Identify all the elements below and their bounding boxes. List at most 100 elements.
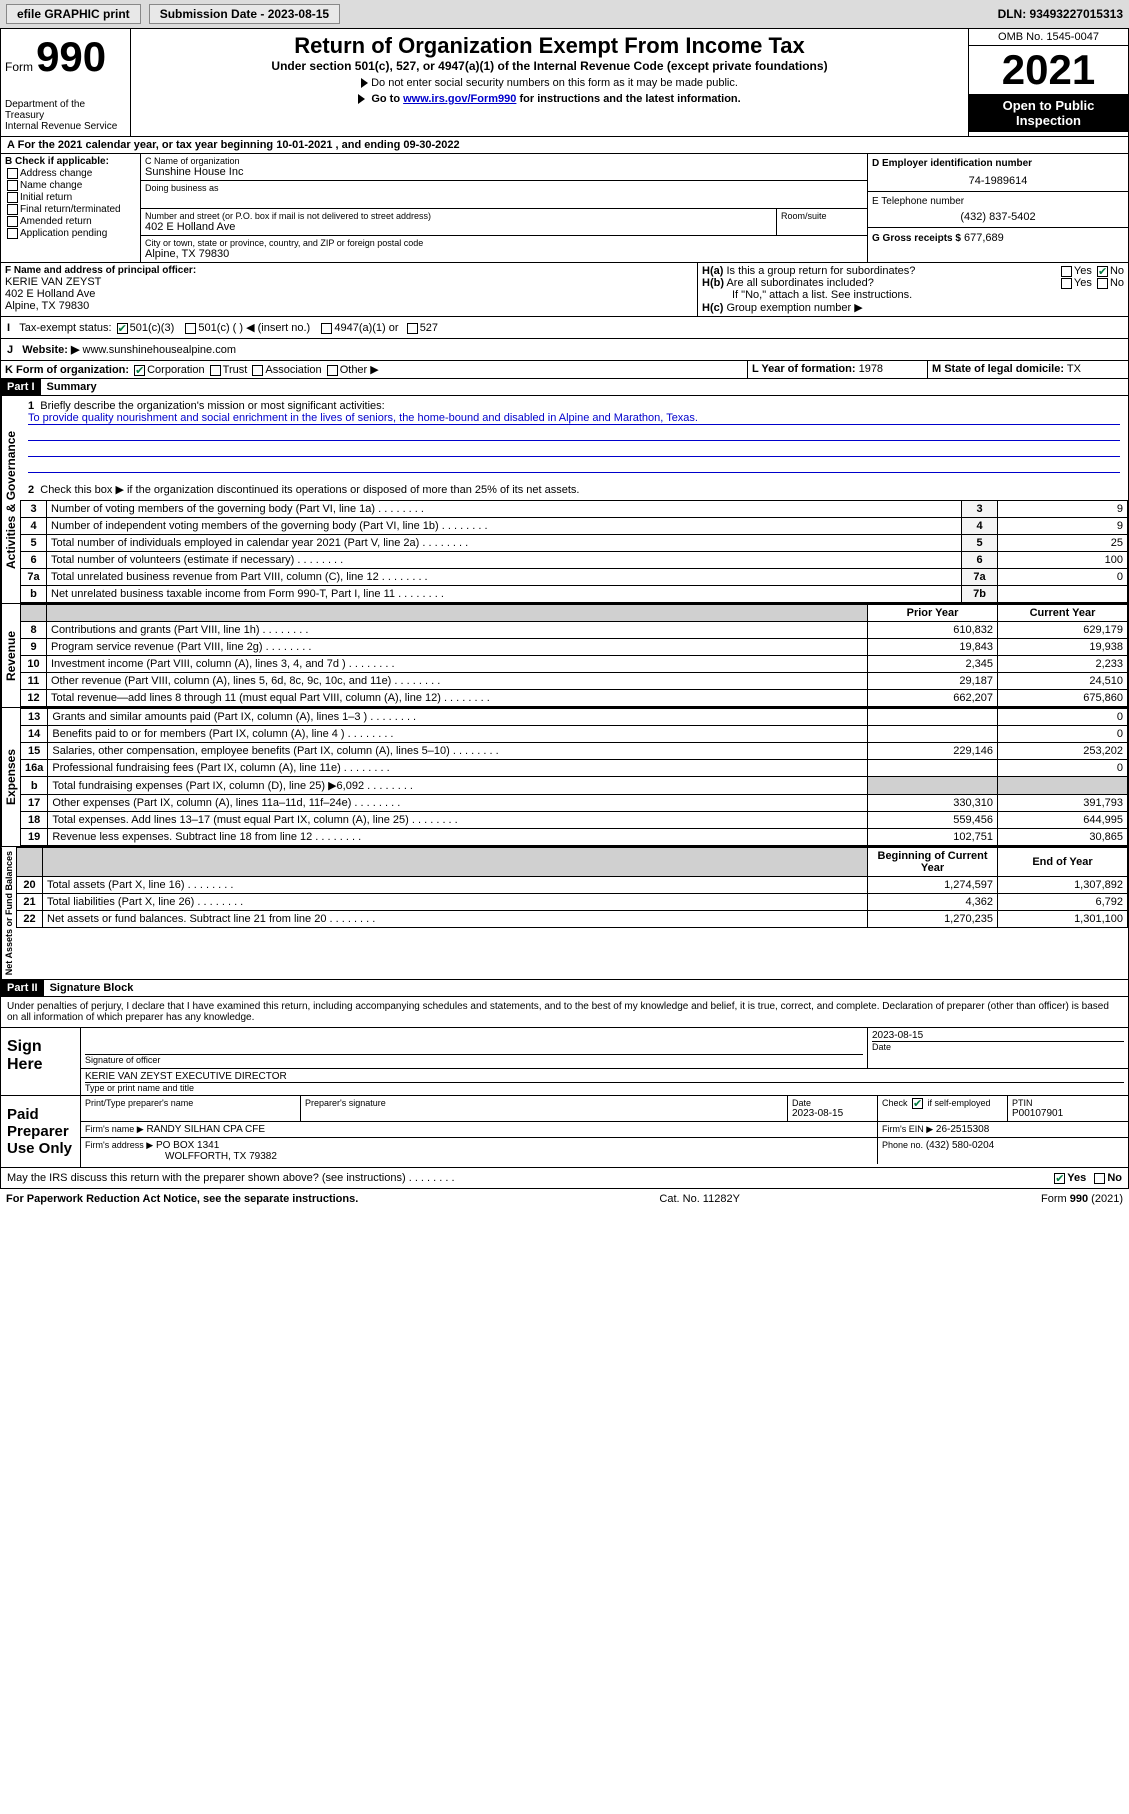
col-curr: Current Year — [998, 605, 1128, 622]
form-word: Form — [5, 60, 33, 74]
gross-receipts: 677,689 — [964, 232, 1004, 244]
box-g-label: G Gross receipts $ — [872, 233, 961, 244]
efile-button[interactable]: efile GRAPHIC print — [6, 4, 141, 24]
part1-title: Summary — [41, 379, 103, 395]
ptin-value: P00107901 — [1012, 1108, 1124, 1119]
sub3-post: for instructions and the latest informat… — [519, 93, 740, 105]
state-domicile: TX — [1067, 363, 1081, 375]
prep-date-label: Date — [792, 1098, 873, 1108]
col-end: End of Year — [998, 848, 1128, 877]
officer-city: Alpine, TX 79830 — [5, 300, 693, 312]
form-sub1: Under section 501(c), 527, or 4947(a)(1)… — [135, 59, 964, 73]
chk-4947[interactable] — [321, 323, 332, 334]
chk-trust[interactable] — [210, 365, 221, 376]
ha-no: No — [1110, 265, 1124, 277]
h-c-text: Group exemption number ▶ — [726, 302, 862, 314]
may-irs-text: May the IRS discuss this return with the… — [7, 1172, 406, 1184]
chk-hb-yes[interactable] — [1061, 278, 1072, 289]
chk-ha-no[interactable] — [1097, 266, 1108, 277]
opt-other: Other ▶ — [340, 364, 379, 376]
opt-assoc: Association — [265, 364, 321, 376]
chk-ha-yes[interactable] — [1061, 266, 1072, 277]
dept-label: Department of the Treasury — [5, 99, 126, 121]
discuss-no: No — [1107, 1172, 1122, 1184]
chk-amended-return[interactable] — [7, 216, 18, 227]
firm-phone: (432) 580-0204 — [926, 1140, 994, 1151]
chk-assoc[interactable] — [252, 365, 263, 376]
firm-ein: 26-2515308 — [936, 1124, 989, 1135]
line2-label: Check this box ▶ if the organization dis… — [40, 484, 579, 496]
sig-date-label: Date — [872, 1041, 1124, 1052]
irs-label: Internal Revenue Service — [5, 121, 126, 132]
firm-ein-label: Firm's EIN ▶ — [882, 1124, 933, 1134]
box-c-room-label: Room/suite — [781, 211, 863, 221]
tax-year: 2021 — [969, 46, 1128, 94]
side-label-net: Net Assets or Fund Balances — [1, 847, 16, 979]
box-b-label: B Check if applicable: — [5, 156, 136, 167]
prep-sig-label: Preparer's signature — [305, 1098, 783, 1108]
net-assets-table: Beginning of Current YearEnd of Year 20T… — [16, 847, 1128, 928]
h-b-text: Are all subordinates included? — [726, 277, 873, 289]
firm-addr-label: Firm's address ▶ — [85, 1140, 153, 1150]
chk-527[interactable] — [407, 323, 418, 334]
org-address: 402 E Holland Ave — [145, 221, 772, 233]
line-a-label: A — [7, 139, 18, 151]
chk-self-employed[interactable] — [912, 1098, 923, 1109]
chk-discuss-no[interactable] — [1094, 1173, 1105, 1184]
col-beg: Beginning of Current Year — [868, 848, 998, 877]
hb-no: No — [1110, 277, 1124, 289]
side-label-expenses: Expenses — [1, 708, 20, 846]
website-value: www.sunshinehousealpine.com — [83, 344, 236, 356]
opt-name-change: Name change — [20, 180, 82, 191]
line-k-label: K Form of organization: — [5, 364, 129, 376]
chk-501c[interactable] — [185, 323, 196, 334]
firm-name-label: Firm's name ▶ — [85, 1124, 144, 1134]
opt-initial-return: Initial return — [20, 192, 72, 203]
hb-yes: Yes — [1074, 277, 1092, 289]
sig-date-value: 2023-08-15 — [872, 1030, 1124, 1041]
footer-mid: Cat. No. 11282Y — [659, 1193, 740, 1205]
chk-501c3[interactable] — [117, 323, 128, 334]
chk-final-return[interactable] — [7, 204, 18, 215]
irs-link[interactable]: www.irs.gov/Form990 — [403, 93, 516, 105]
chk-initial-return[interactable] — [7, 192, 18, 203]
mission-blank-line — [28, 459, 1120, 473]
opt-501c3: 501(c)(3) — [130, 322, 175, 334]
h-a-text: Is this a group return for subordinates? — [726, 265, 915, 277]
officer-addr: 402 E Holland Ave — [5, 288, 693, 300]
dln-label: DLN: 93493227015313 — [998, 7, 1123, 21]
chk-application-pending[interactable] — [7, 228, 18, 239]
box-e-label: E Telephone number — [872, 196, 1124, 207]
ein-value: 74-1989614 — [872, 175, 1124, 187]
signature-declaration: Under penalties of perjury, I declare th… — [0, 997, 1129, 1028]
opt-final-return: Final return/terminated — [20, 204, 121, 215]
box-f-label: F Name and address of principal officer: — [5, 265, 693, 276]
side-label-governance: Activities & Governance — [1, 396, 20, 603]
part2-title: Signature Block — [44, 980, 140, 996]
part2-header: Part II — [1, 980, 44, 996]
firm-name: RANDY SILHAN CPA CFE — [146, 1124, 265, 1135]
mission-blank-line — [28, 427, 1120, 441]
year-formation: 1978 — [859, 363, 883, 375]
chk-hb-no[interactable] — [1097, 278, 1108, 289]
footer-right: Form 990 (2021) — [1041, 1193, 1123, 1205]
col-prior: Prior Year — [868, 605, 998, 622]
prep-name-label: Print/Type preparer's name — [85, 1098, 296, 1108]
sig-name-value: KERIE VAN ZEYST EXECUTIVE DIRECTOR — [85, 1071, 1124, 1082]
opt-application-pending: Application pending — [20, 228, 107, 239]
chk-name-change[interactable] — [7, 180, 18, 191]
opt-amended-return: Amended return — [20, 216, 92, 227]
box-c-addr-label: Number and street (or P.O. box if mail i… — [145, 211, 772, 221]
chk-address-change[interactable] — [7, 168, 18, 179]
chk-discuss-yes[interactable] — [1054, 1173, 1065, 1184]
opt-501c: 501(c) ( ) ◀ (insert no.) — [198, 322, 310, 334]
omb-number: OMB No. 1545-0047 — [969, 29, 1128, 46]
opt-trust: Trust — [223, 364, 248, 376]
form-sub2: Do not enter social security numbers on … — [371, 77, 738, 89]
opt-527: 527 — [420, 322, 438, 334]
chk-corp[interactable] — [134, 365, 145, 376]
submission-date-button[interactable]: Submission Date - 2023-08-15 — [149, 4, 340, 24]
org-name: Sunshine House Inc — [145, 166, 863, 178]
chk-other[interactable] — [327, 365, 338, 376]
sig-name-label: Type or print name and title — [85, 1082, 1124, 1093]
